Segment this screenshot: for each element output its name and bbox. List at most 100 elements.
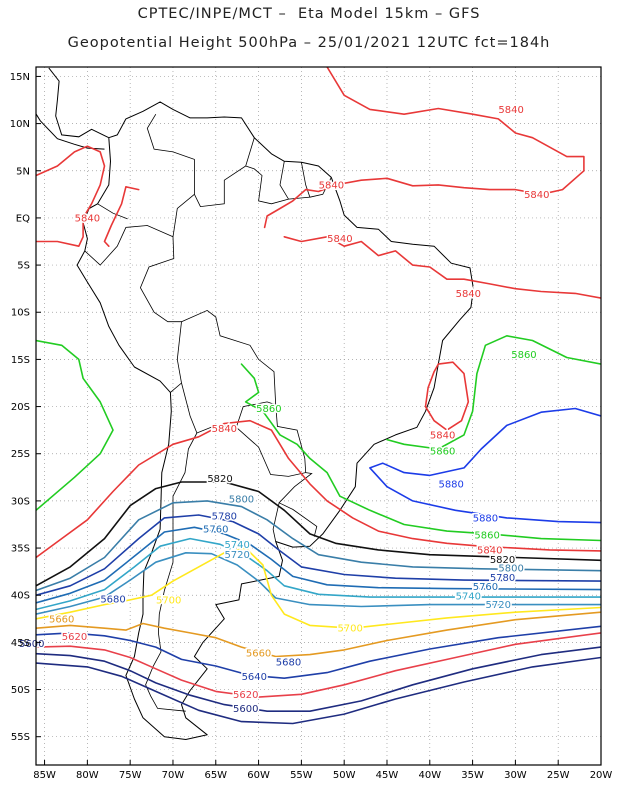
- contour-line-5720: [36, 552, 601, 615]
- lon-tick-label: 60W: [247, 770, 270, 781]
- contour-line-5860: [36, 339, 114, 512]
- contour-label: 5600: [19, 639, 44, 650]
- lon-tick-label: 30W: [504, 770, 527, 781]
- lat-tick-label: EQ: [16, 213, 30, 224]
- contour-label: 5840: [524, 190, 549, 201]
- lat-tick-label: 5S: [17, 261, 30, 272]
- contour-line-5840: [263, 67, 585, 229]
- contour-label: 5840: [319, 180, 344, 191]
- contour-label: 5840: [212, 424, 237, 435]
- country-border: [145, 432, 198, 712]
- contour-label: 5620: [233, 690, 258, 701]
- lat-tick-label: 35S: [11, 544, 30, 555]
- contour-label: 5880: [438, 479, 463, 490]
- contour-line-5820: [36, 481, 601, 587]
- contour-line-5700: [36, 547, 601, 629]
- contour-label: 5860: [256, 404, 281, 415]
- contour-label: 5820: [207, 474, 232, 485]
- country-border: [84, 225, 174, 266]
- lat-tick-label: 5N: [16, 166, 30, 177]
- lon-tick-label: 75W: [119, 770, 142, 781]
- contour-line-5760: [36, 526, 601, 604]
- contour-label: 5840: [477, 545, 502, 556]
- contour-line-5780: [36, 514, 601, 596]
- contour-label: 5660: [49, 614, 74, 625]
- lat-tick-label: 15S: [11, 355, 30, 366]
- contour-line-5740: [36, 537, 601, 611]
- height-contours: [36, 67, 601, 725]
- contour-line-5840: [36, 145, 106, 247]
- contour-label: 5680: [276, 658, 301, 669]
- contour-label: 5860: [474, 530, 499, 541]
- contour-line-5860: [240, 363, 601, 542]
- lon-tick-label: 40W: [418, 770, 441, 781]
- contour-label: 5820: [490, 555, 515, 566]
- contour-line-5840: [424, 361, 470, 431]
- lon-tick-label: 35W: [461, 770, 484, 781]
- contour-label: 5760: [203, 525, 228, 536]
- land-outlines: [36, 67, 474, 740]
- lon-tick-label: 85W: [33, 770, 56, 781]
- lon-tick-label: 70W: [162, 770, 185, 781]
- contour-label: 5700: [156, 595, 181, 606]
- lon-tick-label: 80W: [76, 770, 99, 781]
- central-america-pacific-coast: [36, 112, 105, 150]
- lat-tick-label: 45S: [11, 638, 30, 649]
- country-border: [97, 203, 128, 220]
- country-border: [309, 177, 332, 198]
- contour-label: 5800: [229, 495, 254, 506]
- lat-tick-label: 30S: [11, 496, 30, 507]
- contour-label: 5720: [486, 600, 511, 611]
- contour-label: 5840: [498, 105, 523, 116]
- contour-line-5860: [386, 335, 601, 450]
- south-america-coastline: [76, 101, 474, 740]
- lat-tick-label: 15N: [10, 72, 30, 83]
- lat-tick-label: 20S: [11, 402, 30, 413]
- contour-labels: 5840 5840 5840 5840 5840 5840 5840 5840 5840 5860…: [17, 103, 551, 716]
- country-border: [272, 502, 280, 542]
- lon-tick-label: 50W: [333, 770, 356, 781]
- contour-label: 5740: [456, 592, 481, 603]
- contour-line-5840: [283, 236, 601, 299]
- contour-label: 5840: [456, 289, 481, 300]
- contour-line-5840: [36, 419, 601, 559]
- contour-label: 5840: [430, 430, 455, 441]
- contour-label: 5780: [212, 511, 237, 522]
- lat-tick-label: 55S: [11, 732, 30, 743]
- lat-tick-label: 40S: [11, 591, 30, 602]
- contour-label: 5880: [473, 513, 498, 524]
- contour-line-5640: [36, 632, 601, 698]
- contour-label: 5720: [224, 550, 249, 561]
- country-border: [288, 162, 311, 200]
- map-frame: [35, 66, 602, 766]
- lon-tick-label: 55W: [290, 770, 313, 781]
- contour-label: 5660: [246, 648, 271, 659]
- contour-label: 5860: [511, 350, 536, 361]
- lat-tick-label: 10N: [10, 119, 30, 130]
- contour-label: 5840: [327, 234, 352, 245]
- contour-label: 5620: [62, 632, 87, 643]
- country-border: [146, 113, 255, 208]
- lon-tick-label: 20W: [590, 770, 613, 781]
- lon-tick-label: 25W: [547, 770, 570, 781]
- lat-tick-label: 50S: [11, 685, 30, 696]
- lat-tick-label: 25S: [11, 449, 30, 460]
- country-border: [278, 472, 318, 537]
- contour-label: 5860: [430, 446, 455, 457]
- contour-line-5800: [36, 500, 601, 592]
- contour-line-5880: [369, 407, 601, 524]
- contour-line-5660: [36, 625, 601, 679]
- country-border: [245, 161, 290, 205]
- contour-label: 5680: [100, 594, 125, 605]
- contour-label: 5760: [473, 582, 498, 593]
- country-border: [181, 309, 277, 428]
- map-title: CPTEC/INPE/MCT – Eta Model 15km – GFS: [137, 6, 481, 22]
- contour-label: 5600: [233, 704, 258, 715]
- lon-tick-label: 65W: [204, 770, 227, 781]
- contour-line-5600: [36, 656, 601, 725]
- contour-label: 5840: [75, 213, 100, 224]
- axis-ticks: 85W 80W 75W 70W 65W 60W 55W 50W 45W 40W 35W 30W 25W 2…: [10, 72, 613, 781]
- contour-line-5620: [36, 646, 601, 712]
- contour-label: 5740: [224, 540, 249, 551]
